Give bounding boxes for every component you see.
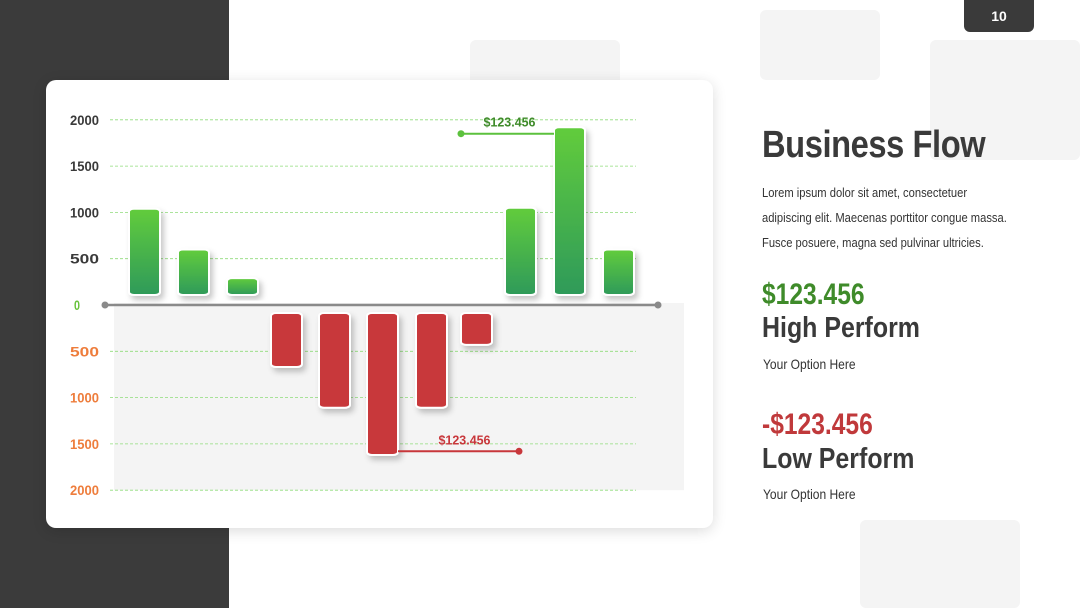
low-perform-value: -$123.456: [762, 408, 873, 441]
y-tick-label: 500: [70, 251, 99, 267]
low-perform-subtitle: Your Option Here: [763, 486, 856, 502]
bar-positive: [226, 277, 259, 296]
high-perform-value: $123.456: [762, 278, 865, 311]
y-tick-label: 1000: [70, 204, 99, 220]
annotation-label: $123.456: [484, 115, 536, 130]
background-decoration: [860, 520, 1020, 608]
axis-end-dot: [101, 301, 109, 309]
y-tick-label: 500: [70, 343, 99, 359]
high-perform-label: High Perform: [762, 312, 920, 344]
y-tick-label: 2000: [70, 112, 99, 128]
y-tick-label: 1500: [70, 436, 99, 452]
description-text: Lorem ipsum dolor sit amet, consectetuer…: [762, 185, 1007, 250]
bar-positive: [504, 206, 537, 296]
bar-positive: [177, 248, 210, 297]
annotation-dot: [457, 130, 465, 138]
bar-chart: 2000 1500 1000 500 0 500 1000 1500 2000 $123.456 $…: [70, 112, 684, 498]
bar-negative: [270, 312, 303, 369]
chart-card: 2000 1500 1000 500 0 500 1000 1500 2000 $123.456 $…: [46, 80, 713, 528]
high-perform-subtitle: Your Option Here: [763, 356, 856, 372]
low-perform-label: Low Perform: [762, 443, 915, 475]
y-tick-label: 1500: [70, 158, 99, 174]
bar-positive: [553, 126, 586, 297]
page-number-badge: 10: [964, 0, 1034, 32]
background-decoration: [930, 40, 1080, 160]
bar-negative: [460, 312, 493, 346]
bar-positive: [602, 248, 635, 297]
bar-negative: [366, 312, 399, 457]
background-decoration: [760, 10, 880, 80]
y-tick-label: 1000: [70, 390, 99, 406]
annotation-dot: [515, 447, 523, 455]
bar-negative: [415, 312, 448, 409]
y-tick-label: 0: [74, 297, 80, 313]
bar-negative: [318, 312, 351, 409]
annotation-label: $123.456: [439, 432, 491, 447]
page-title: Business Flow: [762, 124, 986, 166]
bar-positive: [128, 207, 161, 296]
axis-end-dot: [654, 301, 662, 309]
y-tick-label: 2000: [70, 482, 99, 498]
